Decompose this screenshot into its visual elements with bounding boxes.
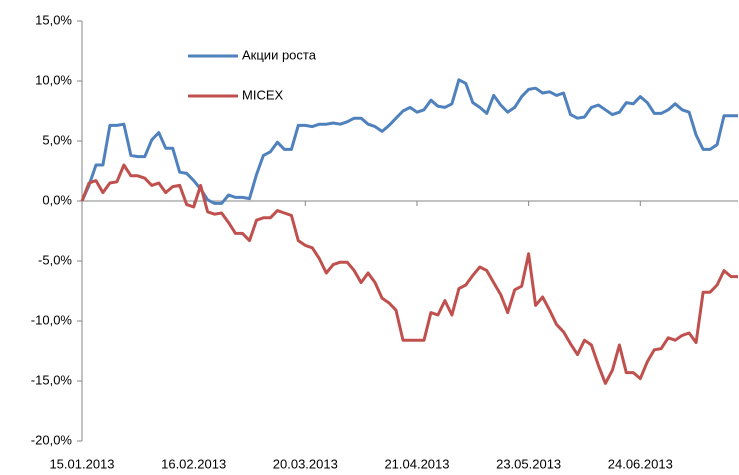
y-tick-label: 5,0%	[42, 132, 72, 147]
series-line	[80, 78, 738, 205]
series-line	[80, 163, 738, 385]
y-tick-label: 0,0%	[42, 192, 72, 207]
x-tick-label: 24.06.2013	[608, 456, 673, 471]
legend-label: MICEX	[242, 87, 284, 102]
y-tick-label: -15,0%	[31, 372, 73, 387]
y-tick-label: 15,0%	[35, 12, 72, 27]
y-tick-label: -5,0%	[38, 252, 72, 267]
y-tick-label: 10,0%	[35, 72, 72, 87]
x-tick-label: 21.04.2013	[384, 456, 449, 471]
y-tick-label: -10,0%	[31, 312, 73, 327]
x-tick-label: 20.03.2013	[273, 456, 338, 471]
x-tick-label: 23.05.2013	[496, 456, 561, 471]
x-tick-label: 16.02.2013	[161, 456, 226, 471]
y-tick-label: -20,0%	[31, 432, 73, 447]
legend-label: Акции роста	[242, 47, 317, 62]
x-tick-label: 15.01.2013	[49, 456, 114, 471]
